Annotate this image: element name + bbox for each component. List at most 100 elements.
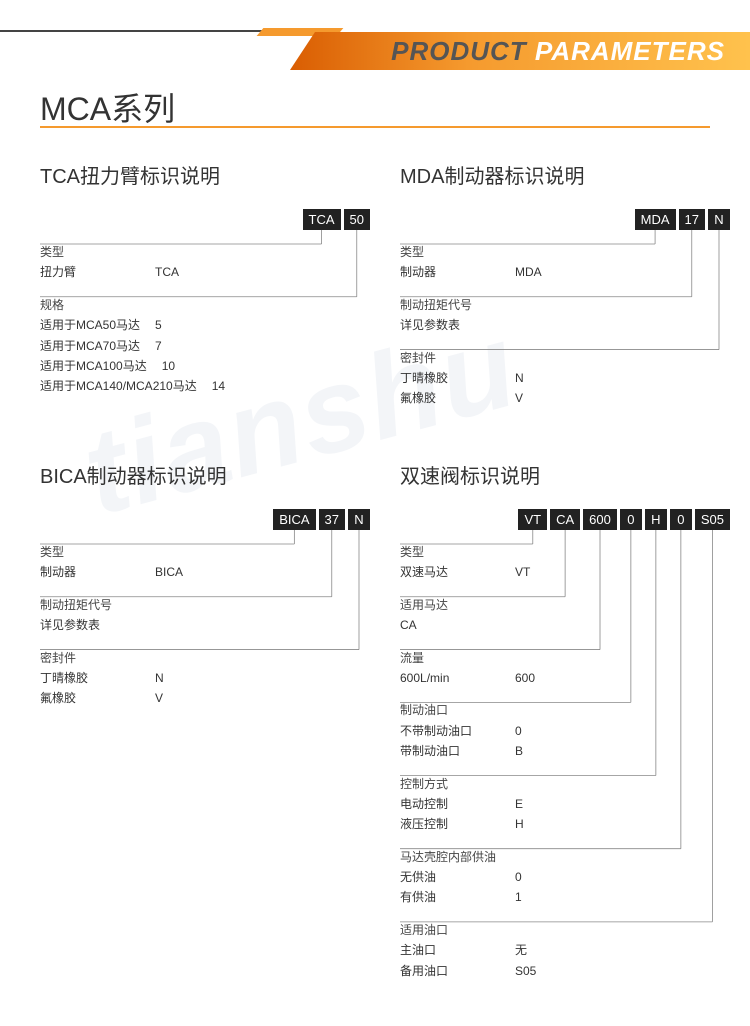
field-label: 控制方式 bbox=[400, 774, 730, 794]
series-underline bbox=[40, 126, 710, 128]
field-key: 适用于MCA140/MCA210马达 bbox=[40, 376, 197, 396]
code-box: S05 bbox=[695, 509, 730, 530]
field-key: 适用于MCA70马达 bbox=[40, 336, 140, 356]
field-group: 类型双速马达VT bbox=[400, 542, 730, 583]
field-key: 丁晴橡胶 bbox=[400, 368, 500, 388]
field-val: E bbox=[515, 794, 523, 814]
code-row: VTCA6000H0S05 bbox=[400, 509, 730, 530]
field-row: 详见参数表 bbox=[400, 315, 730, 335]
code-box: CA bbox=[550, 509, 580, 530]
banner-part2: PARAMETERS bbox=[535, 36, 725, 66]
field-row: 适用于MCA100马达 10 bbox=[40, 356, 370, 376]
code-box: MDA bbox=[635, 209, 676, 230]
field-val: MDA bbox=[515, 262, 542, 282]
field-val: S05 bbox=[515, 961, 536, 981]
field-val: 600 bbox=[515, 668, 535, 688]
field-key: 备用油口 bbox=[400, 961, 500, 981]
field-val: 0 bbox=[515, 867, 522, 887]
field-group: 制动扭矩代号详见参数表 bbox=[400, 295, 730, 336]
code-box: 50 bbox=[344, 209, 370, 230]
section-title: BICA制动器标识说明 bbox=[40, 460, 370, 489]
field-val: 7 bbox=[155, 336, 162, 356]
field-val: N bbox=[515, 368, 524, 388]
code-box: VT bbox=[518, 509, 547, 530]
field-label: 适用马达 bbox=[400, 595, 730, 615]
field-group: 密封件丁晴橡胶 N 氟橡胶 V bbox=[40, 648, 370, 709]
field-label: 类型 bbox=[400, 542, 730, 562]
field-key: 液压控制 bbox=[400, 814, 500, 834]
field-label: 类型 bbox=[40, 242, 370, 262]
field-row: 液压控制 H bbox=[400, 814, 730, 834]
field-group: 马达壳腔内部供油无供油0有供油1 bbox=[400, 847, 730, 908]
field-val: 无 bbox=[515, 940, 527, 960]
field-label: 密封件 bbox=[40, 648, 370, 668]
code-box: 37 bbox=[319, 509, 345, 530]
field-row: 适用于MCA140/MCA210马达 14 bbox=[40, 376, 370, 396]
field-val: N bbox=[155, 668, 164, 688]
field-row: 制动器BICA bbox=[40, 562, 370, 582]
code-box: BICA bbox=[273, 509, 315, 530]
code-box: 600 bbox=[583, 509, 617, 530]
field-row: 600L/min600 bbox=[400, 668, 730, 688]
field-row: 电动控制 E bbox=[400, 794, 730, 814]
section-mda: MDA制动器标识说明MDA17N类型制动器MDA制动扭矩代号详见参数表密封件丁晴… bbox=[400, 160, 730, 409]
field-row: CA bbox=[400, 615, 730, 635]
field-val: BICA bbox=[155, 562, 183, 582]
field-label: 规格 bbox=[40, 295, 370, 315]
field-key: 氟橡胶 bbox=[40, 688, 140, 708]
field-val: H bbox=[515, 814, 524, 834]
field-key: 无供油 bbox=[400, 867, 500, 887]
field-row: 详见参数表 bbox=[40, 615, 370, 635]
field-val: 5 bbox=[155, 315, 162, 335]
field-row: 适用于MCA50马达 5 bbox=[40, 315, 370, 335]
field-group: 流量600L/min600 bbox=[400, 648, 730, 689]
field-row: 无供油 0 bbox=[400, 867, 730, 887]
field-row: 不带制动油口0 bbox=[400, 721, 730, 741]
code-box: 0 bbox=[620, 509, 642, 530]
field-label: 类型 bbox=[40, 542, 370, 562]
field-group: 制动扭矩代号详见参数表 bbox=[40, 595, 370, 636]
field-val: TCA bbox=[155, 262, 179, 282]
field-val: 10 bbox=[162, 356, 175, 376]
banner-title: PRODUCT PARAMETERS bbox=[391, 36, 725, 67]
field-group: 控制方式电动控制 E 液压控制 H bbox=[400, 774, 730, 835]
field-key: 扭力臂 bbox=[40, 262, 140, 282]
field-row: 丁晴橡胶 N bbox=[40, 668, 370, 688]
banner-part1: PRODUCT bbox=[391, 36, 535, 66]
field-row: 备用油口 S05 bbox=[400, 961, 730, 981]
field-row: 适用于MCA70马达 7 bbox=[40, 336, 370, 356]
code-row: BICA37N bbox=[40, 509, 370, 530]
field-key: 适用于MCA100马达 bbox=[40, 356, 147, 376]
section-vt: 双速阀标识说明VTCA6000H0S05类型双速马达VT适用马达CA流量600L… bbox=[400, 460, 730, 981]
section-title: 双速阀标识说明 bbox=[400, 460, 730, 489]
field-label: 制动扭矩代号 bbox=[40, 595, 370, 615]
field-key: 详见参数表 bbox=[40, 615, 140, 635]
code-box: N bbox=[708, 209, 730, 230]
section-title: TCA扭力臂标识说明 bbox=[40, 160, 370, 189]
field-group: 制动油口不带制动油口0带制动油口B bbox=[400, 700, 730, 761]
code-box: H bbox=[645, 509, 667, 530]
field-row: 有供油1 bbox=[400, 887, 730, 907]
field-val: 0 bbox=[515, 721, 522, 741]
field-key: 丁晴橡胶 bbox=[40, 668, 140, 688]
field-key: 双速马达 bbox=[400, 562, 500, 582]
field-val: 14 bbox=[212, 376, 225, 396]
code-box: 17 bbox=[679, 209, 705, 230]
field-group: 类型制动器MDA bbox=[400, 242, 730, 283]
field-row: 扭力臂 TCA bbox=[40, 262, 370, 282]
field-key: 适用于MCA50马达 bbox=[40, 315, 140, 335]
series-title: MCA系列 bbox=[40, 84, 175, 130]
field-key: 带制动油口 bbox=[400, 741, 500, 761]
field-key: CA bbox=[400, 615, 500, 635]
code-box: 0 bbox=[670, 509, 692, 530]
field-key: 电动控制 bbox=[400, 794, 500, 814]
field-row: 双速马达VT bbox=[400, 562, 730, 582]
field-val: 1 bbox=[515, 887, 522, 907]
section-title: MDA制动器标识说明 bbox=[400, 160, 730, 189]
field-label: 类型 bbox=[400, 242, 730, 262]
field-label: 制动扭矩代号 bbox=[400, 295, 730, 315]
field-group: 密封件丁晴橡胶N氟橡胶V bbox=[400, 348, 730, 409]
field-key: 详见参数表 bbox=[400, 315, 500, 335]
field-group: 适用马达CA bbox=[400, 595, 730, 636]
field-val: V bbox=[155, 688, 163, 708]
